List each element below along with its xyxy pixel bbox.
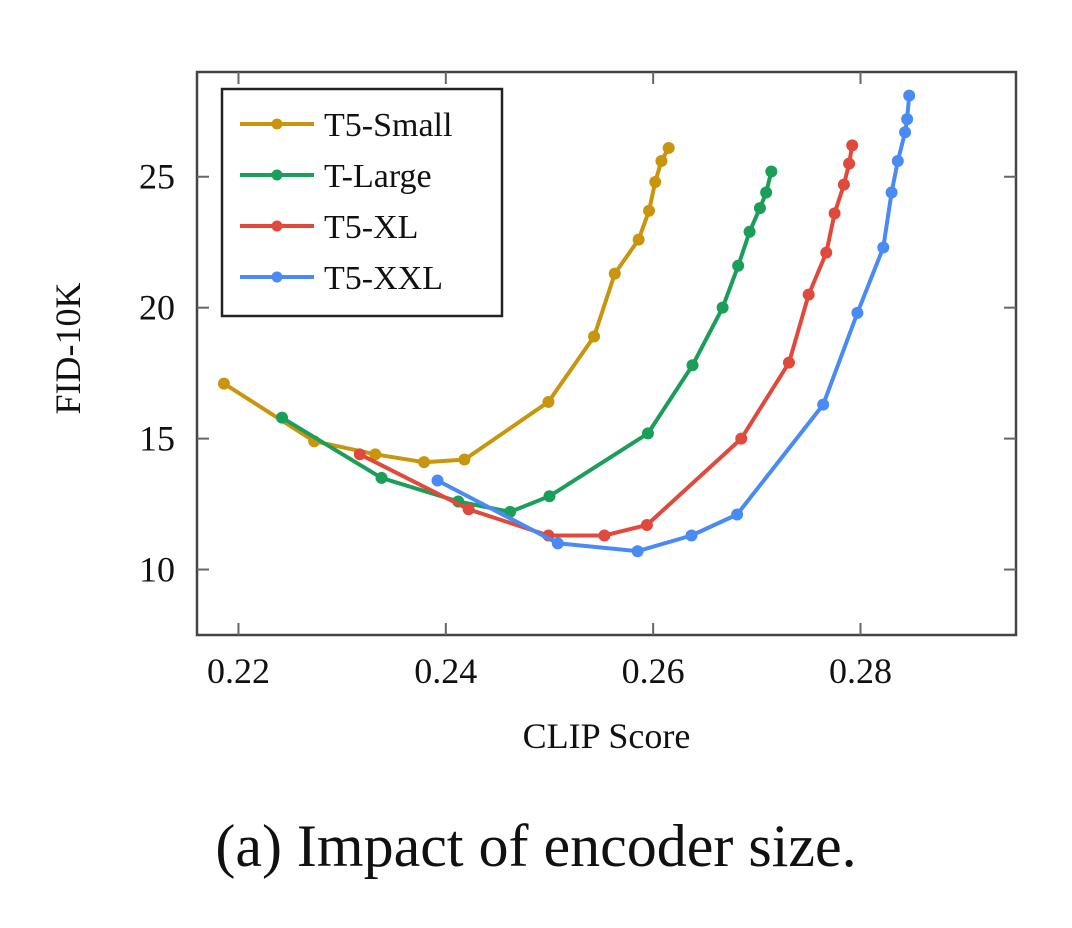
legend-label: T5-XL: [324, 209, 418, 246]
data-point-t-large: [375, 471, 388, 484]
data-point-t5-small: [608, 267, 621, 280]
data-point-t5-xxl: [851, 306, 864, 319]
data-point-t5-small: [649, 175, 662, 188]
data-point-t5-xxl: [685, 529, 698, 542]
data-point-t-large: [276, 411, 289, 424]
data-point-t5-small: [369, 448, 382, 461]
data-point-t-large: [716, 301, 729, 314]
data-point-t5-xxl: [731, 508, 744, 521]
data-point-t5-small: [588, 330, 601, 343]
data-point-t5-xxl: [901, 113, 914, 126]
x-tick-label: 0.24: [414, 651, 477, 691]
data-point-t5-xxl: [891, 155, 904, 168]
legend-swatch-marker: [271, 271, 283, 283]
x-tick-label: 0.28: [829, 651, 892, 691]
data-point-t-large: [765, 165, 778, 178]
data-point-t5-xl: [828, 207, 841, 220]
line-chart: 0.22 0.24 0.26 0.28 10 15 20 25 T5-Small T-Large…: [48, 70, 1018, 756]
legend: T5-Small T-Large T5-XL T5-XXL: [220, 87, 504, 318]
x-tick-label: 0.22: [207, 651, 270, 691]
y-tick-label: 20: [139, 288, 175, 328]
legend-swatch-marker: [271, 169, 283, 181]
figure-caption: (a) Impact of encoder size.: [215, 813, 857, 879]
series-t-large: [276, 165, 778, 518]
y-tick-label: 10: [139, 550, 175, 590]
legend-entry-t-large: T-Large: [240, 158, 432, 195]
data-point-t5-small: [655, 155, 668, 168]
series-layer: [217, 89, 916, 558]
x-axis-label: CLIP Score: [523, 716, 691, 756]
data-point-t5-small: [418, 456, 431, 469]
data-point-t5-xl: [353, 448, 366, 461]
data-point-t5-xl: [735, 432, 748, 445]
legend-label: T5-XXL: [324, 260, 443, 297]
y-tick-label: 15: [139, 419, 175, 459]
data-point-t5-small: [542, 395, 555, 408]
data-point-t5-xxl: [899, 126, 912, 139]
series-t5-xl: [353, 139, 859, 542]
data-point-t5-xl: [462, 503, 475, 516]
data-point-t5-small: [217, 377, 230, 390]
series-t5-xxl: [431, 89, 916, 558]
data-point-t5-xl: [846, 139, 859, 152]
data-point-t-large: [543, 490, 556, 503]
legend-label: T-Large: [324, 158, 432, 195]
data-point-t5-small: [643, 204, 656, 217]
data-point-t5-xxl: [551, 537, 564, 550]
legend-entry-t5-xl: T5-XL: [240, 209, 418, 246]
data-point-t5-xxl: [431, 474, 444, 487]
data-point-t5-small: [458, 453, 471, 466]
data-point-t5-xl: [820, 246, 833, 259]
data-point-t5-xxl: [903, 89, 916, 102]
data-point-t5-xl: [782, 356, 795, 369]
plot-frame: [195, 70, 1018, 637]
data-point-t5-xl: [843, 157, 856, 170]
data-point-t5-xl: [598, 529, 611, 542]
data-point-t-large: [760, 186, 773, 199]
y-axis-label: FID-10K: [48, 283, 88, 415]
legend-label: T5-Small: [324, 107, 452, 144]
data-point-t5-xl: [802, 288, 815, 301]
series-line-t5-xxl: [435, 93, 912, 554]
data-point-t-large: [686, 359, 699, 372]
x-tick-label: 0.26: [622, 651, 685, 691]
data-point-t-large: [753, 202, 766, 215]
data-point-t5-xxl: [885, 186, 898, 199]
data-point-t-large: [641, 427, 654, 440]
data-point-t5-xxl: [877, 241, 890, 254]
data-point-t5-small: [632, 233, 645, 246]
axis-ticks: 0.22 0.24 0.26 0.28 10 15 20 25: [139, 72, 1016, 691]
data-point-t5-small: [662, 141, 675, 154]
legend-swatch-marker: [271, 118, 283, 130]
data-point-t5-xxl: [631, 545, 644, 558]
y-tick-label: 25: [139, 157, 175, 197]
data-point-t5-xl: [837, 178, 850, 191]
plot-border: [195, 70, 1018, 637]
legend-entry-t5-small: T5-Small: [240, 107, 452, 144]
legend-entry-t5-xxl: T5-XXL: [240, 260, 443, 297]
data-point-t-large: [732, 259, 745, 272]
data-point-t-large: [743, 225, 756, 238]
data-point-t5-xxl: [817, 398, 830, 411]
legend-swatch-marker: [271, 220, 283, 232]
data-point-t5-xl: [640, 519, 653, 532]
